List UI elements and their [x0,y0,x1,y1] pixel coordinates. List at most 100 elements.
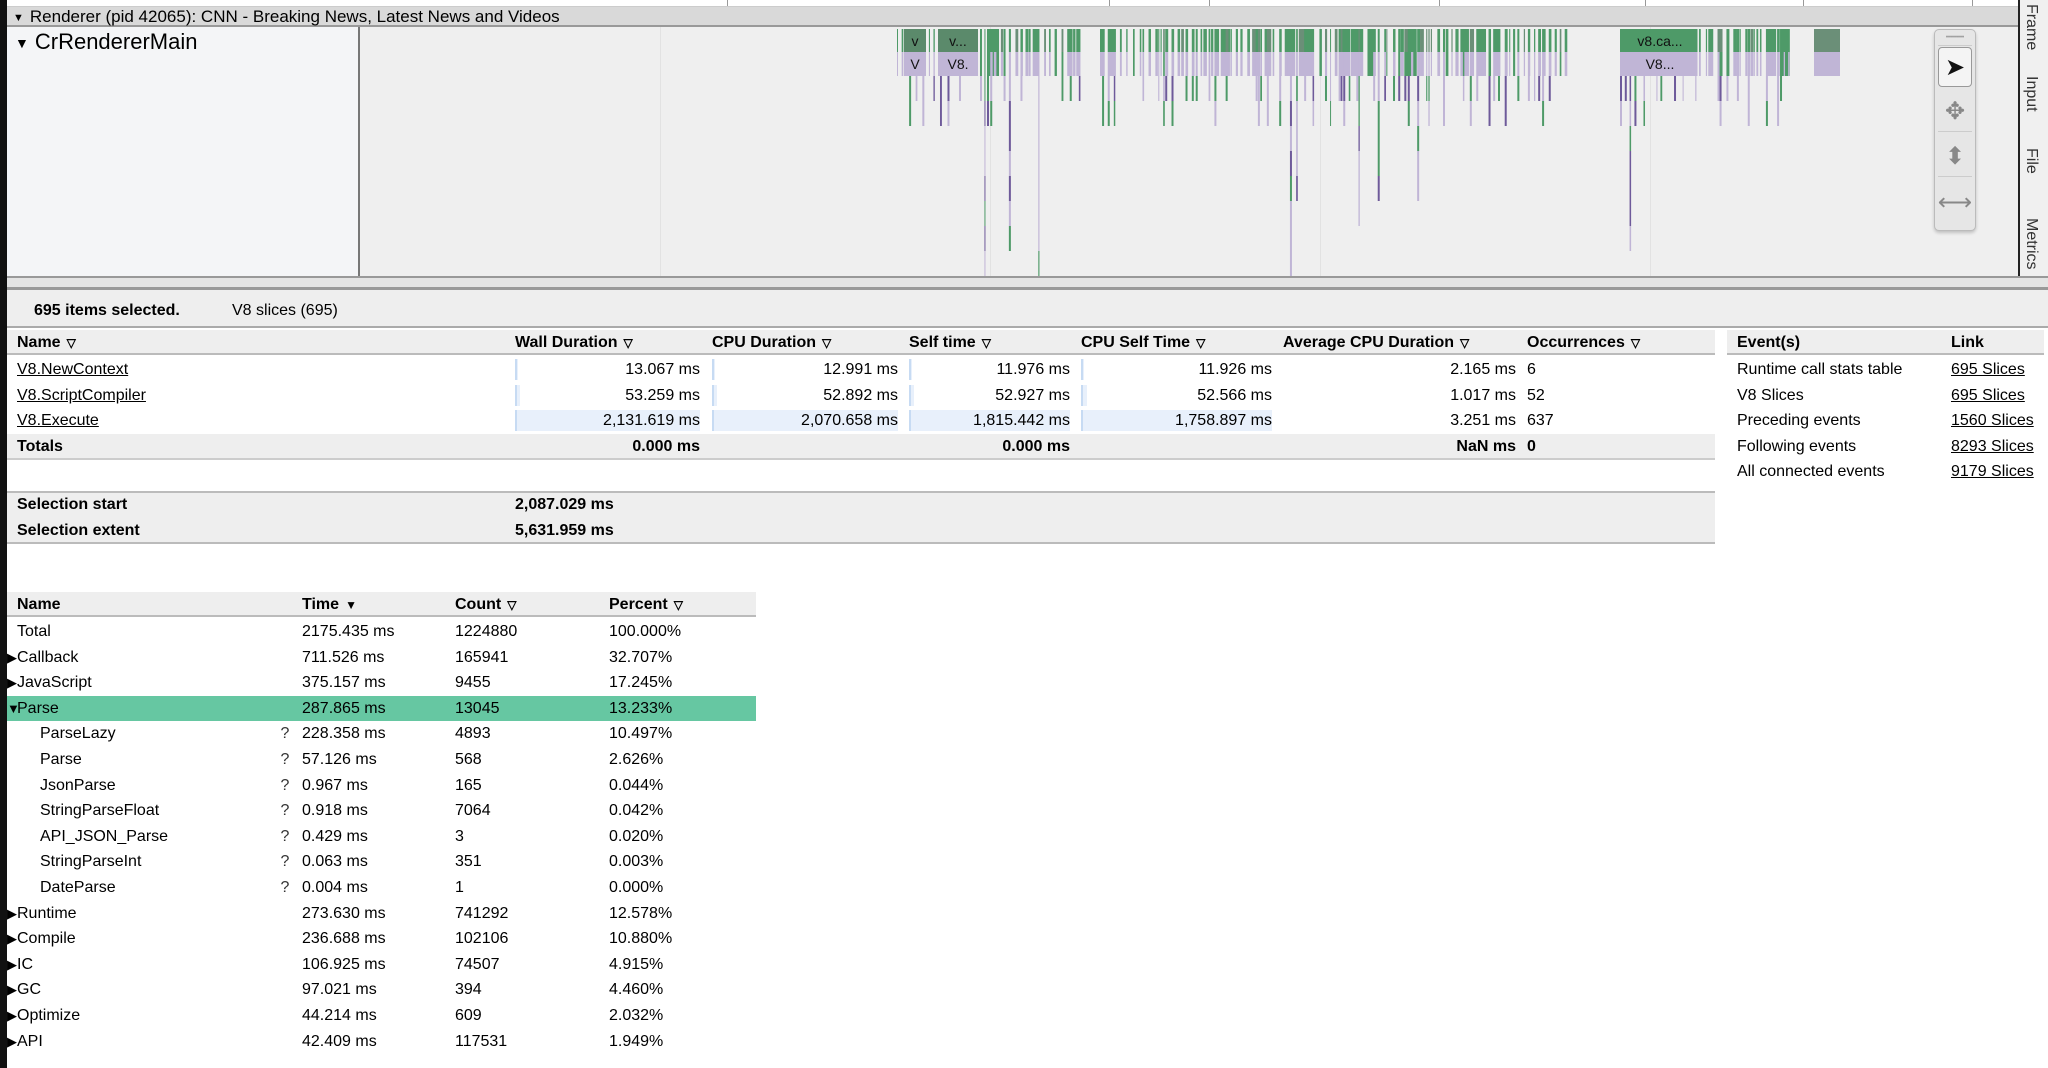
slice[interactable] [1067,52,1071,76]
slice[interactable] [1504,52,1508,76]
slice[interactable] [1469,52,1475,76]
slice[interactable] [1417,151,1420,176]
slice[interactable] [1165,52,1169,76]
slice[interactable] [1498,76,1501,101]
slice[interactable] [939,76,942,101]
slice[interactable] [947,76,950,101]
slice[interactable] [1719,29,1723,52]
slice[interactable] [1044,29,1046,52]
slice[interactable] [1008,52,1011,76]
slice[interactable] [1469,76,1472,101]
slice[interactable] [1185,52,1189,76]
slice[interactable] [980,76,982,101]
slice[interactable] [1324,76,1327,101]
zoom-icon[interactable]: ⬍ [1938,137,1972,177]
help-icon[interactable]: ? [280,776,290,794]
slice[interactable] [1240,29,1243,52]
slice[interactable] [1367,29,1375,52]
slice[interactable] [922,76,925,101]
slice[interactable] [1048,52,1051,76]
slice[interactable] [1469,101,1472,126]
slice[interactable] [1733,29,1737,52]
slice[interactable] [1139,52,1142,76]
slice[interactable] [1015,52,1019,76]
slice[interactable] [1488,76,1491,101]
slice[interactable] [1191,52,1195,76]
slice[interactable] [1356,76,1359,101]
slice[interactable] [1113,29,1116,52]
slice[interactable] [1155,29,1158,52]
slice[interactable] [1745,52,1748,76]
help-icon[interactable]: ? [280,751,290,768]
sort-icon[interactable]: ▽ [1460,336,1470,350]
help-icon[interactable]: ? [280,827,290,845]
slice[interactable] [1430,29,1432,52]
side-tab-frame[interactable]: Frame [2023,4,2040,51]
slice[interactable] [1038,226,1040,251]
slice[interactable] [1428,101,1430,126]
slice[interactable] [1067,29,1071,52]
slice[interactable] [1513,52,1516,76]
slice[interactable] [1356,29,1359,52]
slice[interactable] [1517,29,1520,52]
slice[interactable] [1736,29,1740,52]
slice[interactable] [1361,52,1364,76]
slice[interactable] [1420,52,1424,76]
slice[interactable] [1266,101,1269,126]
slice[interactable] [1442,101,1445,126]
slice[interactable] [1296,151,1298,176]
slice[interactable] [1717,76,1720,101]
slice[interactable] [947,101,950,126]
slice[interactable] [1747,52,1751,76]
slice[interactable] [1548,76,1551,101]
slice[interactable] [1113,76,1116,101]
slice[interactable] [1319,29,1322,52]
slice[interactable] [1132,29,1135,52]
slice[interactable] [1054,52,1057,76]
slice[interactable] [1312,76,1315,101]
slice[interactable] [1054,29,1057,52]
slice[interactable] [1404,76,1407,101]
slice[interactable] [1417,76,1420,101]
slice[interactable] [1289,29,1293,52]
slice[interactable] [1442,52,1446,76]
slice[interactable] [1107,52,1116,76]
slice[interactable] [1411,52,1414,76]
slice[interactable] [1739,29,1741,52]
slice[interactable] [1312,101,1315,126]
slice[interactable] [1682,76,1684,101]
slice[interactable] [1377,126,1380,151]
slice[interactable] [1230,52,1232,76]
slice[interactable] [1163,101,1165,126]
slice[interactable] [1340,29,1343,52]
slice[interactable] [1340,76,1343,101]
slice[interactable] [928,52,930,76]
slice[interactable] [1038,251,1040,276]
slice[interactable] [1426,29,1428,52]
slice[interactable] [1656,76,1658,101]
expand-icon[interactable]: ▶ [7,649,17,665]
slice[interactable] [1538,29,1541,52]
slice[interactable] [1554,52,1557,76]
slice[interactable] [1185,76,1188,101]
slice[interactable] [1717,52,1721,76]
slice[interactable] [1220,29,1230,52]
slice[interactable] [1398,76,1401,101]
slice[interactable] [1488,101,1491,126]
slice[interactable] [1498,52,1501,76]
slice[interactable] [1008,151,1011,176]
slice[interactable] [1203,29,1207,52]
slice[interactable] [1478,52,1482,76]
slice[interactable] [1020,52,1023,76]
side-tab-metrics[interactable]: Metrics [2023,218,2040,270]
slice[interactable] [1765,101,1768,126]
slice[interactable] [1504,29,1508,52]
slice[interactable] [1386,29,1388,52]
slice[interactable] [1708,29,1712,52]
slice[interactable] [1442,29,1446,52]
slice[interactable] [1287,52,1289,76]
slice[interactable] [1266,52,1272,76]
slice[interactable] [1358,101,1360,126]
slice[interactable] [1289,151,1292,176]
slice[interactable] [939,101,942,126]
